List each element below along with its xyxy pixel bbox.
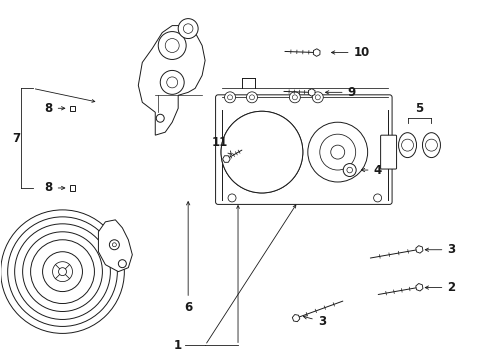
FancyBboxPatch shape <box>216 95 392 204</box>
Circle shape <box>158 32 186 59</box>
Circle shape <box>343 163 356 176</box>
Circle shape <box>308 122 368 182</box>
Text: 4: 4 <box>362 163 382 176</box>
Text: 2: 2 <box>425 281 456 294</box>
Polygon shape <box>98 220 132 272</box>
Polygon shape <box>222 156 230 162</box>
Text: 5: 5 <box>416 102 424 115</box>
Polygon shape <box>416 246 423 253</box>
Circle shape <box>43 252 82 292</box>
Circle shape <box>347 167 352 173</box>
Circle shape <box>160 71 184 94</box>
Text: 3: 3 <box>425 243 456 256</box>
Circle shape <box>156 114 164 122</box>
Circle shape <box>312 92 323 103</box>
Polygon shape <box>70 185 75 190</box>
Circle shape <box>167 77 178 88</box>
Circle shape <box>221 111 303 193</box>
Circle shape <box>320 134 356 170</box>
Polygon shape <box>70 106 75 111</box>
Text: 3: 3 <box>303 315 326 328</box>
Circle shape <box>256 146 268 158</box>
Circle shape <box>23 232 102 311</box>
Circle shape <box>374 194 382 202</box>
Circle shape <box>246 92 257 103</box>
Circle shape <box>8 217 118 327</box>
Ellipse shape <box>422 133 441 158</box>
Circle shape <box>112 243 116 247</box>
Circle shape <box>109 240 120 250</box>
Circle shape <box>425 139 438 151</box>
Circle shape <box>52 262 73 282</box>
Polygon shape <box>416 284 423 291</box>
Circle shape <box>0 210 124 333</box>
Text: 10: 10 <box>331 46 370 59</box>
Text: 6: 6 <box>184 202 192 314</box>
Ellipse shape <box>398 133 416 158</box>
Circle shape <box>15 224 110 319</box>
Circle shape <box>119 260 126 268</box>
Polygon shape <box>293 315 300 322</box>
Text: 8: 8 <box>45 102 65 115</box>
Circle shape <box>315 95 320 100</box>
Circle shape <box>245 135 279 169</box>
Circle shape <box>183 24 193 33</box>
Text: 8: 8 <box>45 181 65 194</box>
Text: 7: 7 <box>13 132 21 145</box>
Circle shape <box>221 111 303 193</box>
Circle shape <box>290 92 300 103</box>
Circle shape <box>228 194 236 202</box>
Text: 1: 1 <box>174 339 182 352</box>
Polygon shape <box>313 49 320 57</box>
Circle shape <box>58 268 67 276</box>
Circle shape <box>30 240 95 303</box>
Circle shape <box>178 19 198 39</box>
Text: 11: 11 <box>212 136 231 154</box>
Circle shape <box>331 145 345 159</box>
Polygon shape <box>138 26 205 135</box>
Circle shape <box>165 39 179 53</box>
FancyBboxPatch shape <box>381 135 396 169</box>
Circle shape <box>227 95 233 100</box>
Circle shape <box>224 92 236 103</box>
Text: 9: 9 <box>325 86 356 99</box>
Circle shape <box>232 122 292 182</box>
Polygon shape <box>308 89 315 96</box>
Circle shape <box>249 95 254 100</box>
Circle shape <box>293 95 297 100</box>
Circle shape <box>401 139 414 151</box>
